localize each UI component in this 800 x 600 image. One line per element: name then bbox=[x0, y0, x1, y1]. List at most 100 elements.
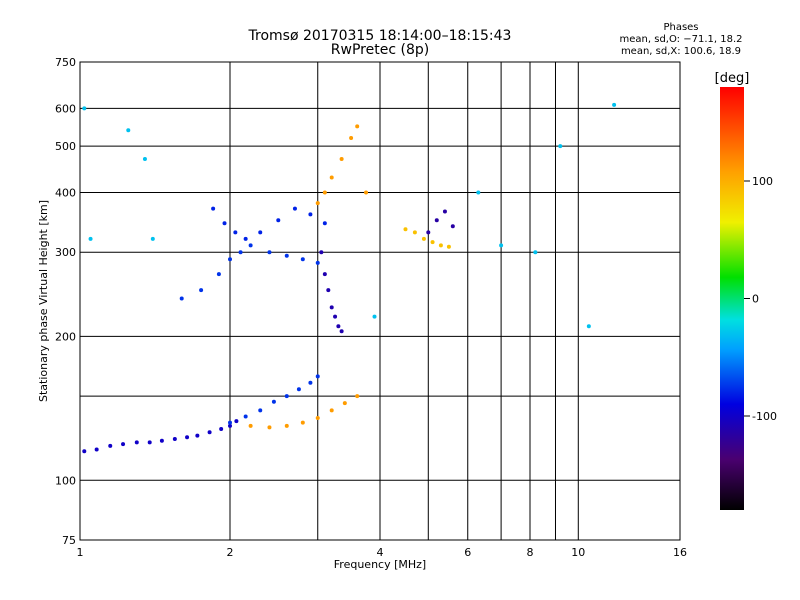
data-point bbox=[533, 250, 538, 255]
data-point bbox=[296, 387, 301, 392]
y-tick-label: 400 bbox=[55, 186, 76, 199]
x-tick-labels: 1 2 4 6 8 10 16 bbox=[77, 546, 688, 559]
x-tick-label: 16 bbox=[673, 546, 687, 559]
data-point bbox=[329, 305, 334, 310]
x-tick-label: 6 bbox=[464, 546, 471, 559]
data-point bbox=[142, 157, 147, 162]
data-point bbox=[222, 221, 227, 226]
data-point bbox=[211, 206, 216, 211]
data-point bbox=[228, 257, 232, 262]
data-point bbox=[339, 157, 344, 162]
y-tick-label: 750 bbox=[55, 56, 76, 69]
data-point bbox=[403, 227, 408, 232]
data-point bbox=[426, 230, 431, 235]
grid-lines bbox=[80, 62, 680, 540]
data-point bbox=[94, 447, 99, 452]
data-point bbox=[195, 433, 200, 438]
data-point bbox=[179, 296, 184, 301]
data-point bbox=[308, 380, 313, 385]
data-point bbox=[612, 102, 617, 107]
data-point bbox=[243, 236, 248, 241]
data-point bbox=[147, 440, 152, 445]
data-point bbox=[150, 236, 155, 241]
data-point bbox=[355, 394, 360, 399]
data-point bbox=[267, 425, 272, 430]
x-axis-label: Frequency [MHz] bbox=[334, 558, 426, 571]
data-point bbox=[88, 236, 93, 241]
data-point bbox=[228, 423, 232, 428]
data-point bbox=[267, 250, 272, 255]
y-tick-label: 100 bbox=[55, 474, 76, 487]
colorbar-ticks: 100 0 -100 bbox=[744, 175, 777, 423]
data-point bbox=[412, 230, 417, 235]
data-point bbox=[134, 440, 139, 445]
data-point bbox=[315, 415, 320, 420]
data-point bbox=[300, 420, 305, 425]
data-point bbox=[319, 250, 324, 255]
data-point bbox=[233, 230, 238, 235]
y-tick-label: 500 bbox=[55, 140, 76, 153]
x-tick-label: 4 bbox=[377, 546, 384, 559]
colorbar-label: [deg] bbox=[715, 71, 750, 86]
data-point bbox=[315, 374, 320, 379]
colorbar-tick-label: 0 bbox=[752, 293, 759, 306]
data-point bbox=[219, 427, 224, 432]
data-point bbox=[322, 272, 327, 277]
data-point bbox=[355, 124, 360, 129]
data-point bbox=[258, 230, 263, 235]
colorbar-tick-label: 100 bbox=[752, 175, 773, 188]
chart-title: Tromsø 20170315 18:14:00–18:15:43 bbox=[248, 28, 512, 44]
data-point bbox=[322, 221, 327, 226]
data-point bbox=[315, 201, 320, 206]
data-point bbox=[339, 329, 344, 334]
data-point bbox=[421, 236, 426, 241]
data-point bbox=[450, 224, 455, 229]
data-point bbox=[315, 260, 320, 265]
data-point bbox=[558, 144, 563, 149]
stats-o-mode: mean, sd,O: −71.1, 18.2 bbox=[619, 34, 743, 45]
data-point bbox=[248, 423, 253, 428]
x-tick-label: 2 bbox=[227, 546, 234, 559]
x-tick-label: 8 bbox=[527, 546, 534, 559]
data-point bbox=[342, 401, 347, 406]
colorbar-tick-label: -100 bbox=[752, 410, 777, 423]
data-point bbox=[159, 438, 164, 443]
data-point bbox=[499, 243, 504, 248]
data-point bbox=[172, 436, 177, 441]
data-point bbox=[326, 288, 331, 293]
data-point bbox=[333, 314, 338, 319]
chart-subtitle: RwPretec (8p) bbox=[330, 42, 430, 58]
y-tick-labels: 75 100 200 300 400 500 600 750 bbox=[55, 56, 76, 547]
data-point bbox=[243, 414, 248, 419]
data-point bbox=[284, 253, 289, 258]
data-point bbox=[329, 408, 334, 413]
y-tick-label: 200 bbox=[55, 330, 76, 343]
data-point bbox=[238, 250, 243, 255]
data-point bbox=[284, 394, 289, 399]
data-point bbox=[336, 324, 341, 329]
stats-x-mode: mean, sd,X: 100.6, 18.9 bbox=[620, 46, 742, 57]
data-point bbox=[126, 128, 131, 133]
y-axis-label: Stationary phase Virtual Height [km] bbox=[37, 200, 50, 402]
data-points bbox=[82, 102, 617, 454]
data-point bbox=[207, 430, 212, 435]
data-point bbox=[284, 423, 289, 428]
stats-heading: Phases bbox=[663, 22, 699, 33]
data-point bbox=[248, 243, 253, 248]
data-point bbox=[121, 442, 126, 447]
x-tick-label: 1 bbox=[77, 546, 84, 559]
data-point bbox=[372, 314, 377, 319]
data-point bbox=[446, 244, 451, 249]
data-point bbox=[82, 106, 87, 111]
data-point bbox=[108, 443, 113, 448]
data-point bbox=[271, 399, 276, 404]
data-point bbox=[258, 408, 263, 413]
data-point bbox=[292, 206, 297, 211]
y-tick-label: 75 bbox=[62, 534, 76, 547]
data-point bbox=[442, 209, 447, 214]
y-tick-label: 600 bbox=[55, 102, 76, 115]
data-point bbox=[82, 449, 87, 454]
data-point bbox=[199, 288, 204, 293]
data-point bbox=[364, 190, 369, 195]
